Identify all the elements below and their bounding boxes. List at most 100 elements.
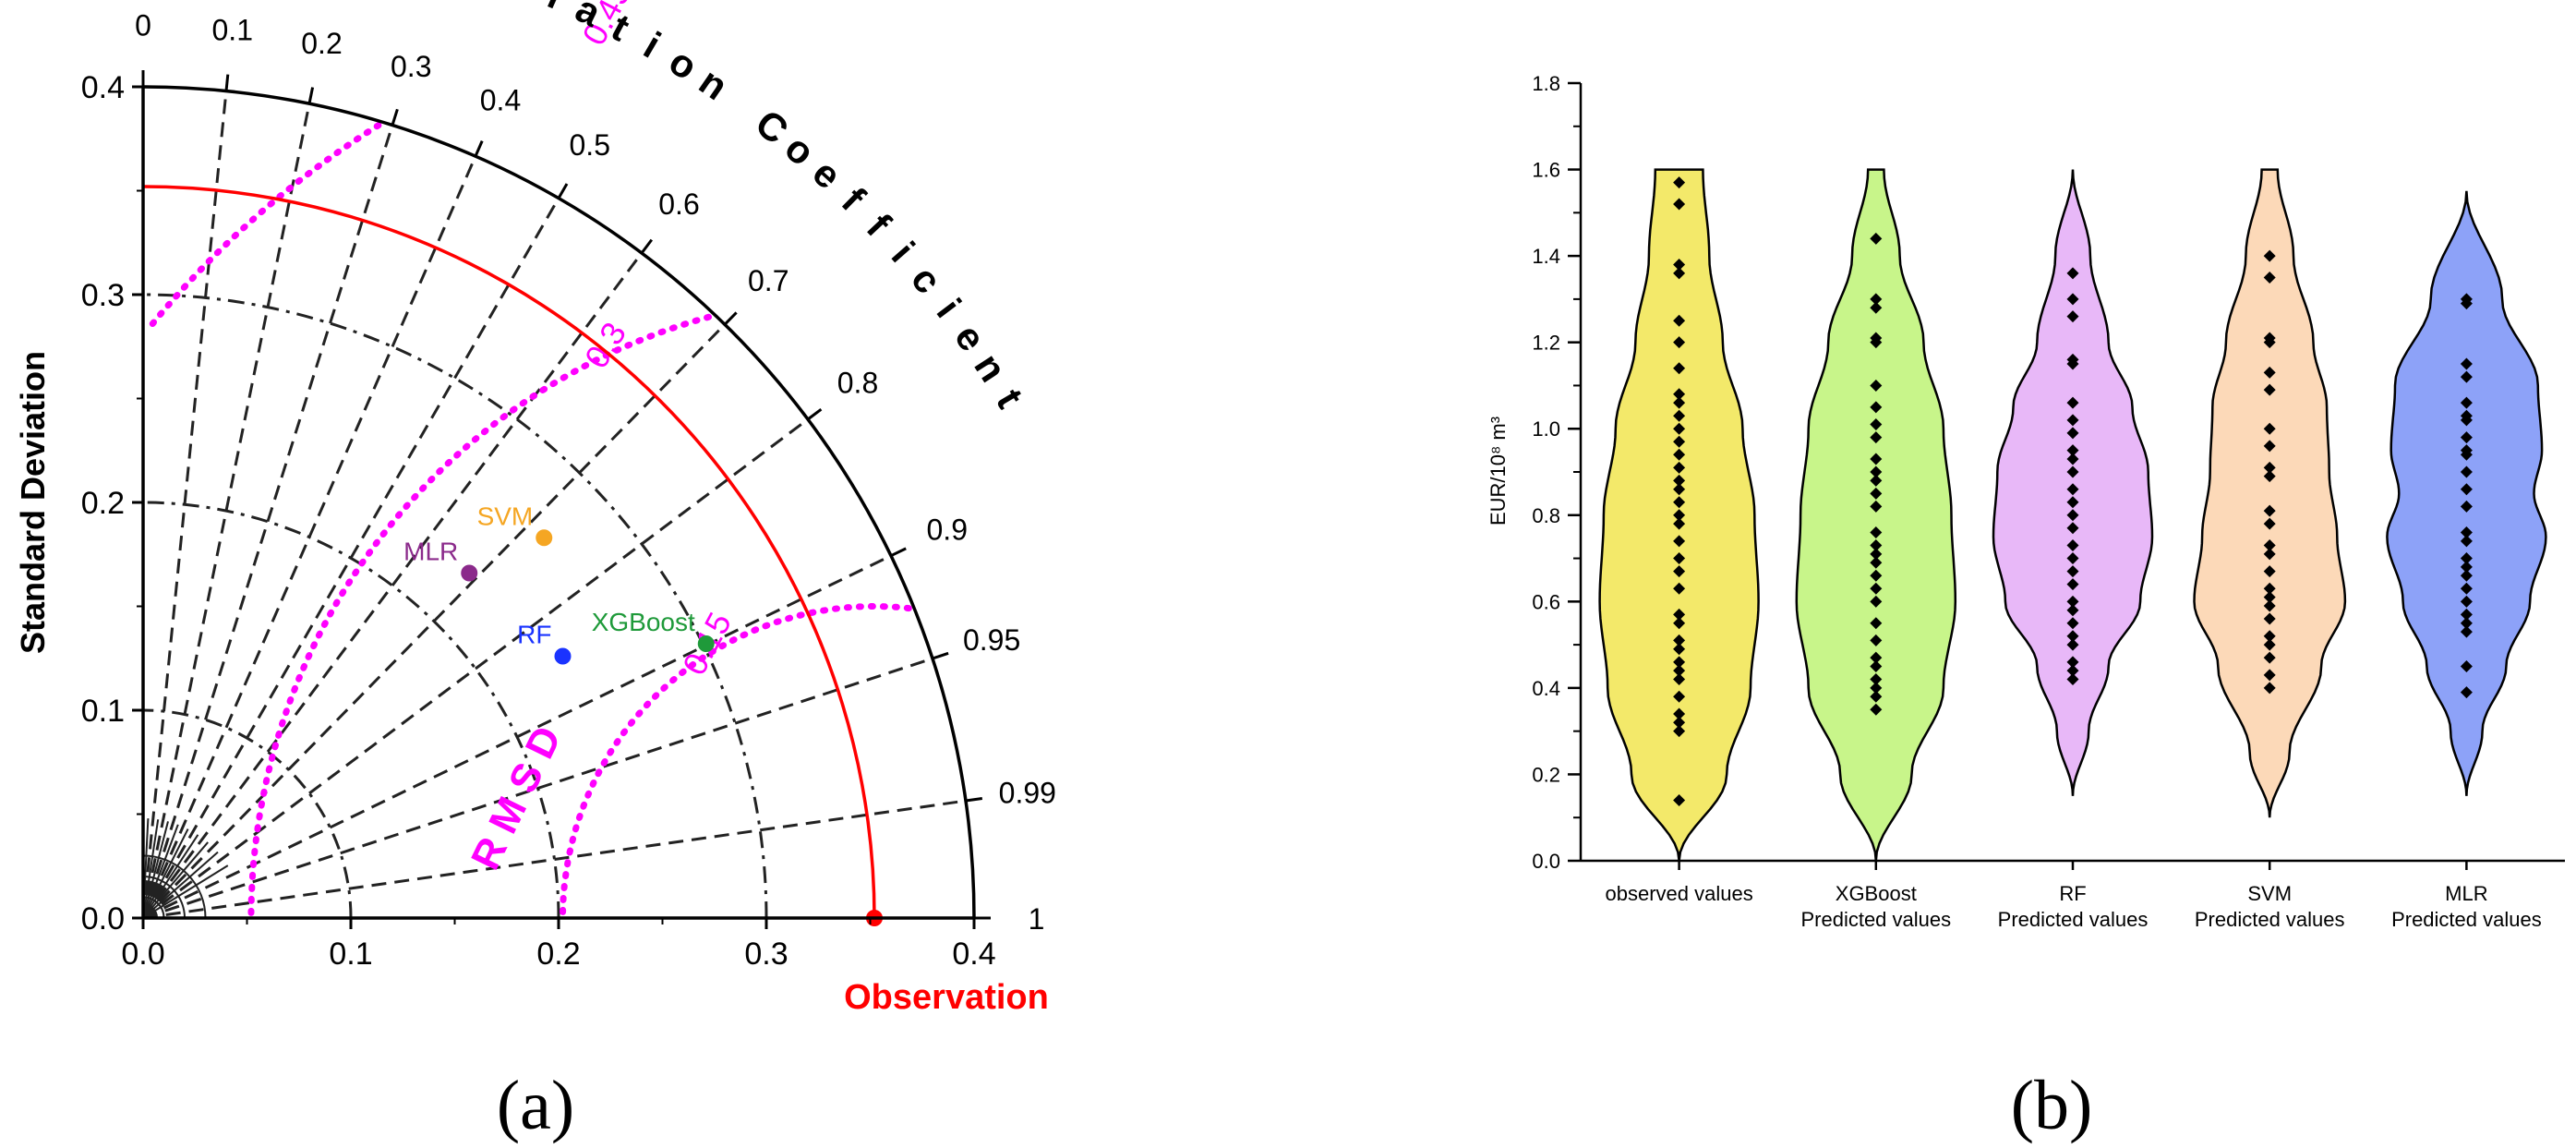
correlation-tick-label: 0.7: [748, 264, 788, 297]
correlation-line: [142, 799, 967, 920]
panel-label-a: (a): [497, 1067, 574, 1144]
model-point-label: SVM: [477, 501, 534, 530]
correlation-tick: [965, 797, 983, 803]
correlation-minor-line: [142, 841, 209, 919]
data-point: [1673, 461, 1686, 474]
x-tick-label-line2: Predicted values: [2391, 908, 2542, 931]
model-point: [554, 647, 572, 665]
correlation-tick: [391, 108, 399, 126]
y-tick-label: 0.4: [81, 70, 125, 105]
data-point: [1673, 509, 1686, 522]
x-tick-label: 0.2: [536, 937, 580, 972]
correlation-tick-label: 0.5: [570, 128, 610, 162]
correlation-line: [141, 125, 394, 919]
data-point: [1870, 660, 1883, 672]
data-point: [1870, 465, 1883, 478]
data-point: [2263, 548, 2276, 561]
correlation-title-char: e: [804, 151, 849, 197]
model-point-label: RF: [517, 621, 551, 649]
y-tick-label: 1.2: [1532, 332, 1560, 355]
violin-body: [2193, 168, 2347, 818]
x-tick-label: XGBoost: [1836, 882, 1917, 905]
data-point: [1870, 556, 1883, 569]
data-point: [1870, 431, 1883, 444]
data-point: [2460, 552, 2473, 565]
data-point: [1673, 267, 1686, 280]
data-point: [2066, 578, 2079, 591]
outer-arc: [142, 85, 976, 919]
data-point: [1870, 232, 1883, 245]
data-point: [2066, 595, 2079, 608]
correlation-tick-label: 1: [1029, 902, 1045, 936]
data-point: [2460, 625, 2473, 638]
data-point: [2460, 357, 2473, 370]
data-point: [2066, 414, 2079, 427]
correlation-tick: [807, 408, 823, 421]
correlation-title-char: i: [637, 23, 668, 66]
data-point: [2066, 604, 2079, 617]
correlation-tick-label: 0.95: [963, 623, 1020, 657]
data-point: [1673, 656, 1686, 669]
correlation-minor-line: [142, 834, 199, 919]
data-point: [2460, 569, 2473, 582]
data-point: [1870, 690, 1883, 703]
data-point: [2263, 422, 2276, 435]
x-tick-label: 0.4: [952, 937, 995, 972]
data-point: [2066, 310, 2079, 323]
data-point: [2066, 357, 2079, 370]
data-point: [1673, 388, 1686, 401]
correlation-tick: [557, 183, 569, 199]
y-tick-label: 0.6: [1532, 590, 1560, 613]
data-point: [1673, 617, 1686, 630]
data-point: [1673, 435, 1686, 448]
data-point: [2066, 617, 2079, 630]
model-point: [536, 529, 553, 547]
std-minor-arc: [142, 854, 207, 919]
x-tick-label: MLR: [2445, 882, 2487, 905]
correlation-tick: [224, 74, 230, 91]
data-point: [1673, 517, 1686, 530]
x-tick-label-line2: Predicted values: [1998, 908, 2149, 931]
data-point: [1673, 448, 1686, 461]
correlation-minor-line: [142, 819, 160, 919]
correlation-tick-label: 0.6: [658, 187, 699, 221]
correlation-tick-label: 0.4: [480, 83, 521, 116]
std-arc: [142, 293, 768, 919]
data-point: [1673, 794, 1686, 807]
model-point: [461, 564, 478, 582]
data-point: [1870, 548, 1883, 561]
std-arc: [142, 708, 353, 919]
data-point: [1870, 617, 1883, 630]
y-tick-label: 0.0: [81, 901, 125, 937]
data-point: [2460, 396, 2473, 409]
x-tick-label: 0.3: [744, 937, 788, 972]
data-point: [2460, 465, 2473, 478]
data-point: [1870, 526, 1883, 538]
data-point: [2263, 651, 2276, 664]
rmsd-contour: [560, 603, 912, 921]
data-point: [1673, 608, 1686, 621]
x-tick-label-line2: Predicted values: [1800, 908, 1951, 931]
data-point: [1870, 595, 1883, 608]
x-tick-label: 0.1: [329, 937, 372, 972]
correlation-line: [142, 417, 809, 920]
data-point: [1673, 362, 1686, 375]
data-point: [2263, 461, 2276, 474]
correlation-minor-line: [142, 864, 229, 919]
data-point: [1673, 643, 1686, 656]
y-tick-label: 0.1: [81, 694, 125, 729]
data-point: [1673, 582, 1686, 595]
data-point: [1870, 418, 1883, 431]
y-tick-label: 0.2: [1532, 763, 1560, 786]
x-tick-label: RF: [2059, 882, 2086, 905]
data-point: [2066, 565, 2079, 578]
data-point: [1673, 409, 1686, 422]
correlation-tick: [474, 140, 484, 157]
data-point: [2460, 483, 2473, 496]
data-point: [2263, 249, 2276, 262]
data-point: [2263, 612, 2276, 625]
data-point: [2460, 414, 2473, 427]
std-arc: [142, 501, 560, 919]
data-point: [2460, 686, 2473, 699]
data-point: [1673, 664, 1686, 677]
